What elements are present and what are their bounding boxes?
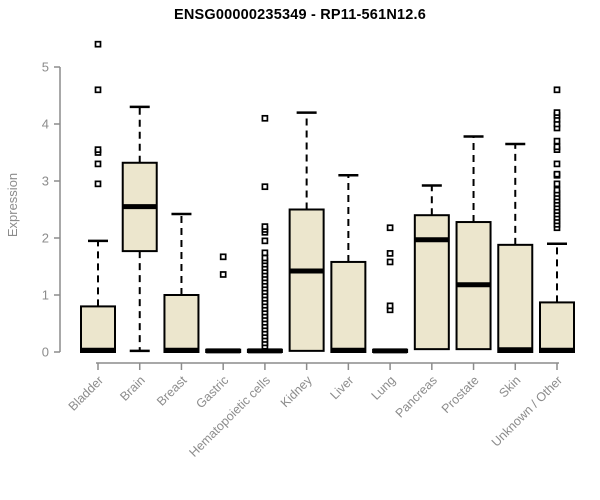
- box: [80, 305, 116, 353]
- outlier-point: [553, 186, 561, 194]
- boxplot-lung: [372, 224, 409, 354]
- x-tick-label-liver: Liver: [327, 373, 356, 402]
- x-tick-label-breast: Breast: [154, 373, 190, 409]
- outlier-point: [553, 180, 561, 188]
- outlier-point: [386, 302, 394, 310]
- outlier-point: [261, 237, 269, 245]
- outlier-point: [553, 137, 561, 145]
- outlier-point: [553, 109, 561, 116]
- box: [539, 301, 575, 354]
- y-tick-label: 2: [42, 231, 49, 246]
- outlier-point: [553, 143, 561, 151]
- outlier-point: [94, 146, 102, 153]
- boxplot-pancreas: [413, 184, 450, 351]
- boxplot-bladder: [80, 40, 116, 353]
- y-tick-label: 4: [42, 117, 49, 132]
- x-tick-label-hematopoietic-cells: Hematopoietic cells: [186, 373, 273, 460]
- x-tick-label-lung: Lung: [369, 373, 399, 403]
- outlier-point: [386, 258, 394, 266]
- box: [330, 260, 367, 353]
- y-tick-label: 0: [42, 345, 49, 360]
- x-tick-label-skin: Skin: [496, 373, 523, 400]
- outlier-point: [261, 114, 269, 122]
- x-tick-label-kidney: Kidney: [278, 373, 315, 410]
- outlier-point: [553, 160, 561, 168]
- y-tick-label: 5: [42, 60, 49, 75]
- boxplot-kidney: [288, 111, 325, 352]
- boxplot-prostate: [455, 135, 492, 351]
- x-tick-label-prostate: Prostate: [439, 373, 482, 416]
- outlier-point: [94, 180, 102, 188]
- boxplot-hematopoietic-cells: [246, 114, 283, 354]
- outlier-point: [261, 183, 269, 191]
- x-tick-label-unknown-other: Unknown / Other: [489, 373, 565, 449]
- x-tick-label-pancreas: Pancreas: [393, 373, 440, 420]
- outlier-point: [553, 86, 561, 94]
- outlier-point: [219, 253, 227, 261]
- x-tick-label-gastric: Gastric: [193, 373, 231, 411]
- outlier-point: [219, 271, 227, 278]
- outlier-point: [386, 224, 394, 232]
- outlier-point: [94, 86, 102, 94]
- outlier-point: [94, 40, 102, 48]
- boxplot-unknown-other: [539, 86, 575, 354]
- outlier-point: [261, 223, 269, 230]
- boxplot-skin: [497, 142, 534, 353]
- box: [497, 243, 534, 353]
- box: [288, 208, 325, 352]
- chart-title: ENSG00000235349 - RP11-561N12.6: [173, 7, 427, 23]
- outlier-point: [553, 170, 561, 178]
- x-tick-label-brain: Brain: [117, 373, 148, 404]
- outlier-point: [261, 254, 269, 262]
- boxplot-brain: [121, 105, 158, 353]
- y-axis-label: Expression: [5, 173, 20, 237]
- y-tick-label: 1: [42, 288, 49, 303]
- outlier-point: [261, 249, 269, 257]
- outlier-point: [94, 160, 102, 168]
- x-tick-label-bladder: Bladder: [66, 373, 106, 413]
- y-tick-label: 3: [42, 174, 49, 189]
- boxplot-liver: [330, 174, 367, 353]
- box: [163, 294, 200, 353]
- outlier-point: [386, 250, 394, 257]
- box: [413, 214, 450, 351]
- boxplot-gastric: [205, 253, 242, 354]
- boxplot-breast: [163, 212, 200, 353]
